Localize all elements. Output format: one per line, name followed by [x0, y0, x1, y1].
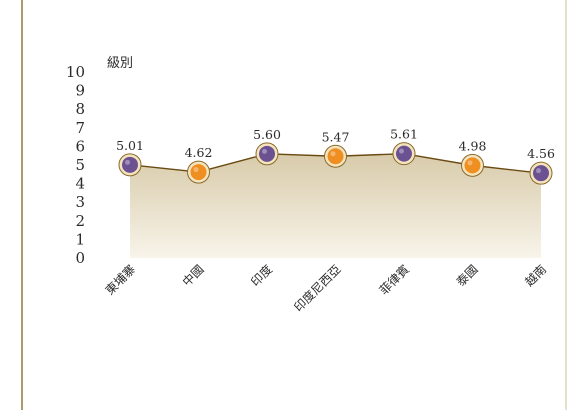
marker-highlight	[262, 148, 267, 154]
x-tick-label: 東埔寨	[102, 262, 138, 298]
y-tick-label: 2	[75, 212, 85, 230]
data-value-label: 5.47	[322, 129, 350, 144]
y-tick-label: 8	[75, 100, 85, 118]
area-layer	[130, 153, 541, 258]
marker-layer	[118, 142, 553, 185]
y-tick-label: 3	[75, 193, 85, 211]
data-point-marker	[187, 160, 210, 184]
y-tick-label: 0	[75, 249, 85, 267]
data-value-label: 4.56	[527, 146, 555, 161]
marker-highlight	[467, 160, 473, 166]
marker-highlight	[193, 167, 199, 173]
series-area	[130, 153, 541, 258]
marker-highlight	[125, 159, 130, 165]
data-point-marker	[324, 144, 347, 168]
marker-core	[464, 157, 481, 174]
x-tick-label: 印度尼西亞	[291, 262, 344, 315]
y-tick-label: 5	[75, 156, 85, 174]
marker-core	[533, 165, 549, 182]
data-point-marker	[529, 161, 553, 185]
marker-core	[122, 156, 138, 173]
x-tick-label: 泰國	[454, 262, 481, 289]
data-value-label: 5.01	[116, 138, 144, 153]
x-tick-label: 印度	[248, 262, 276, 290]
x-tick-label: 菲律賓	[376, 262, 412, 298]
data-point-marker	[392, 142, 416, 166]
x-tick-label: 越南	[522, 262, 550, 290]
data-value-label: 4.98	[459, 138, 487, 153]
data-point-marker	[461, 153, 484, 177]
marker-core	[259, 145, 275, 162]
marker-core	[327, 148, 344, 165]
data-value-label: 4.62	[185, 145, 213, 160]
marker-highlight	[536, 168, 541, 174]
data-value-label: 5.61	[390, 127, 418, 142]
y-axis-label: 級別	[107, 56, 133, 71]
y-tick-label: 9	[75, 82, 85, 100]
y-tick-label: 4	[75, 175, 85, 193]
y-tick-label: 7	[75, 119, 85, 137]
y-tick-label: 10	[66, 63, 85, 81]
value-labels: 5.01 4.62 5.60 5.47 5.61 4.98 4.56	[116, 127, 555, 162]
marker-core	[396, 145, 412, 162]
x-tick-label: 中國	[179, 262, 207, 290]
data-value-label: 5.60	[253, 127, 281, 142]
x-axis-ticks: 東埔寨 中國 印度 印度尼西亞 菲律賓 泰國 越南	[102, 262, 549, 315]
marker-highlight	[330, 151, 336, 157]
data-point-marker	[118, 153, 142, 177]
marker-core	[190, 164, 207, 181]
marker-highlight	[399, 148, 404, 154]
y-tick-label: 6	[75, 137, 85, 155]
data-point-marker	[255, 142, 279, 166]
y-tick-label: 1	[75, 230, 85, 248]
